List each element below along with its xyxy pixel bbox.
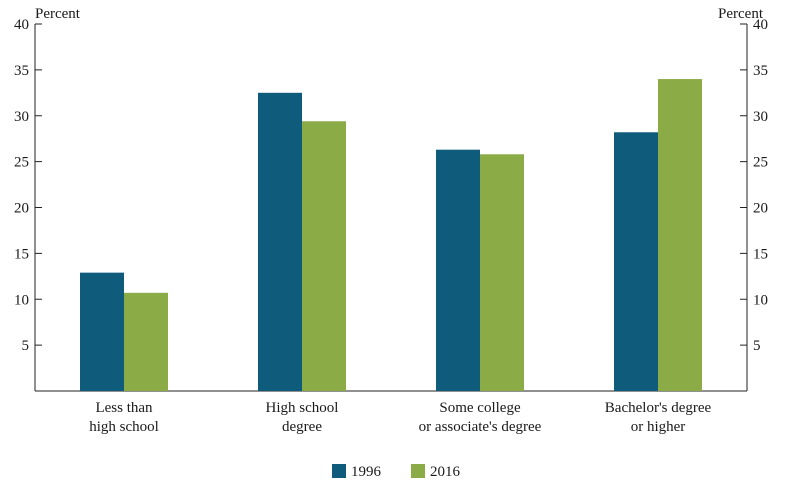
bar-2016-2 [480, 154, 524, 391]
category-label-0: Less than high school [89, 400, 159, 435]
legend-swatch-1996 [332, 464, 346, 478]
y-tick-label-left: 10 [14, 292, 29, 308]
legend: 1996 2016 [332, 464, 461, 480]
bar-1996-3 [614, 132, 658, 391]
category-label-line: Some college [439, 400, 521, 416]
y-tick-label-left: 15 [14, 246, 29, 262]
y-tick-label-left: 40 [14, 17, 29, 33]
y-tick-label-right: 30 [753, 109, 768, 125]
y-tick-label-right: 25 [753, 155, 768, 171]
bars [80, 79, 702, 392]
legend-label-2016: 2016 [430, 464, 461, 480]
y-tick-label-right: 15 [753, 246, 768, 262]
bar-2016-0 [124, 292, 168, 391]
y-tick-label-right: 5 [753, 338, 761, 354]
y-tick-label-right: 10 [753, 292, 768, 308]
category-label-3: Bachelor's degree or higher [605, 400, 712, 435]
y-axis-title-left: Percent [35, 6, 81, 22]
legend-label-1996: 1996 [351, 464, 382, 480]
category-label-line: or higher [631, 419, 686, 435]
labels: Less than high school High school degree Som… [89, 400, 711, 435]
y-tick-label-right: 35 [753, 63, 768, 79]
bar-1996-1 [258, 92, 302, 391]
bar-1996-0 [80, 272, 124, 391]
category-label-line: Less than [95, 400, 153, 416]
category-label-line: high school [89, 419, 159, 435]
y-axis-title-right: Percent [718, 6, 764, 22]
category-label-1: High school degree [266, 400, 339, 435]
category-label-line: Bachelor's degree [605, 400, 712, 416]
y-tick-label-left: 20 [14, 201, 29, 217]
bar-1996-2 [436, 149, 480, 391]
category-label-line: High school [266, 400, 339, 416]
legend-swatch-2016 [411, 464, 425, 478]
y-tick-label-left: 5 [22, 338, 30, 354]
y-tick-label-left: 25 [14, 155, 29, 171]
category-label-2: Some college or associate's degree [419, 400, 542, 435]
y-tick-label-right: 20 [753, 201, 768, 217]
category-label-line: or associate's degree [419, 419, 542, 435]
category-label-line: degree [282, 419, 322, 435]
y-tick-label-left: 35 [14, 63, 29, 79]
bar-2016-1 [302, 121, 346, 391]
y-tick-label-right: 40 [753, 17, 768, 33]
bar-2016-3 [658, 79, 702, 392]
y-tick-label-left: 30 [14, 109, 29, 125]
